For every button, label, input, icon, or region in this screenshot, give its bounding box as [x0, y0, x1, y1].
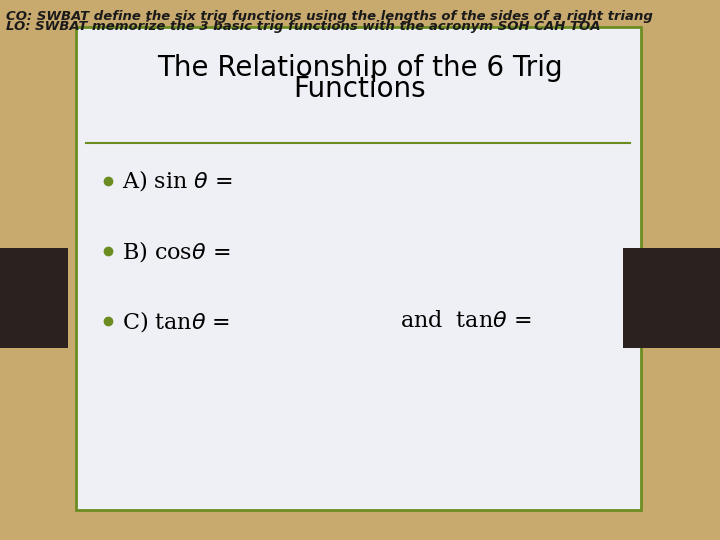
- Text: CO: SWBAT define the six trig functions using the lengths of the sides of a righ: CO: SWBAT define the six trig functions …: [6, 10, 652, 23]
- Text: Functions: Functions: [294, 75, 426, 103]
- Text: C) tan$\theta$ =: C) tan$\theta$ =: [122, 309, 230, 334]
- Text: LO: SWBAT memorize the 3 basic trig functions with the acronym SOH CAH TOA: LO: SWBAT memorize the 3 basic trig func…: [6, 20, 600, 33]
- Bar: [623, 248, 720, 348]
- Bar: [0, 248, 68, 348]
- Text: A) sin $\theta$ =: A) sin $\theta$ =: [122, 168, 233, 193]
- Text: B) cos$\theta$ =: B) cos$\theta$ =: [122, 239, 230, 264]
- Text: The Relationship of the 6 Trig: The Relationship of the 6 Trig: [157, 53, 563, 82]
- Text: and  tan$\theta$ =: and tan$\theta$ =: [400, 310, 531, 332]
- FancyBboxPatch shape: [76, 27, 641, 510]
